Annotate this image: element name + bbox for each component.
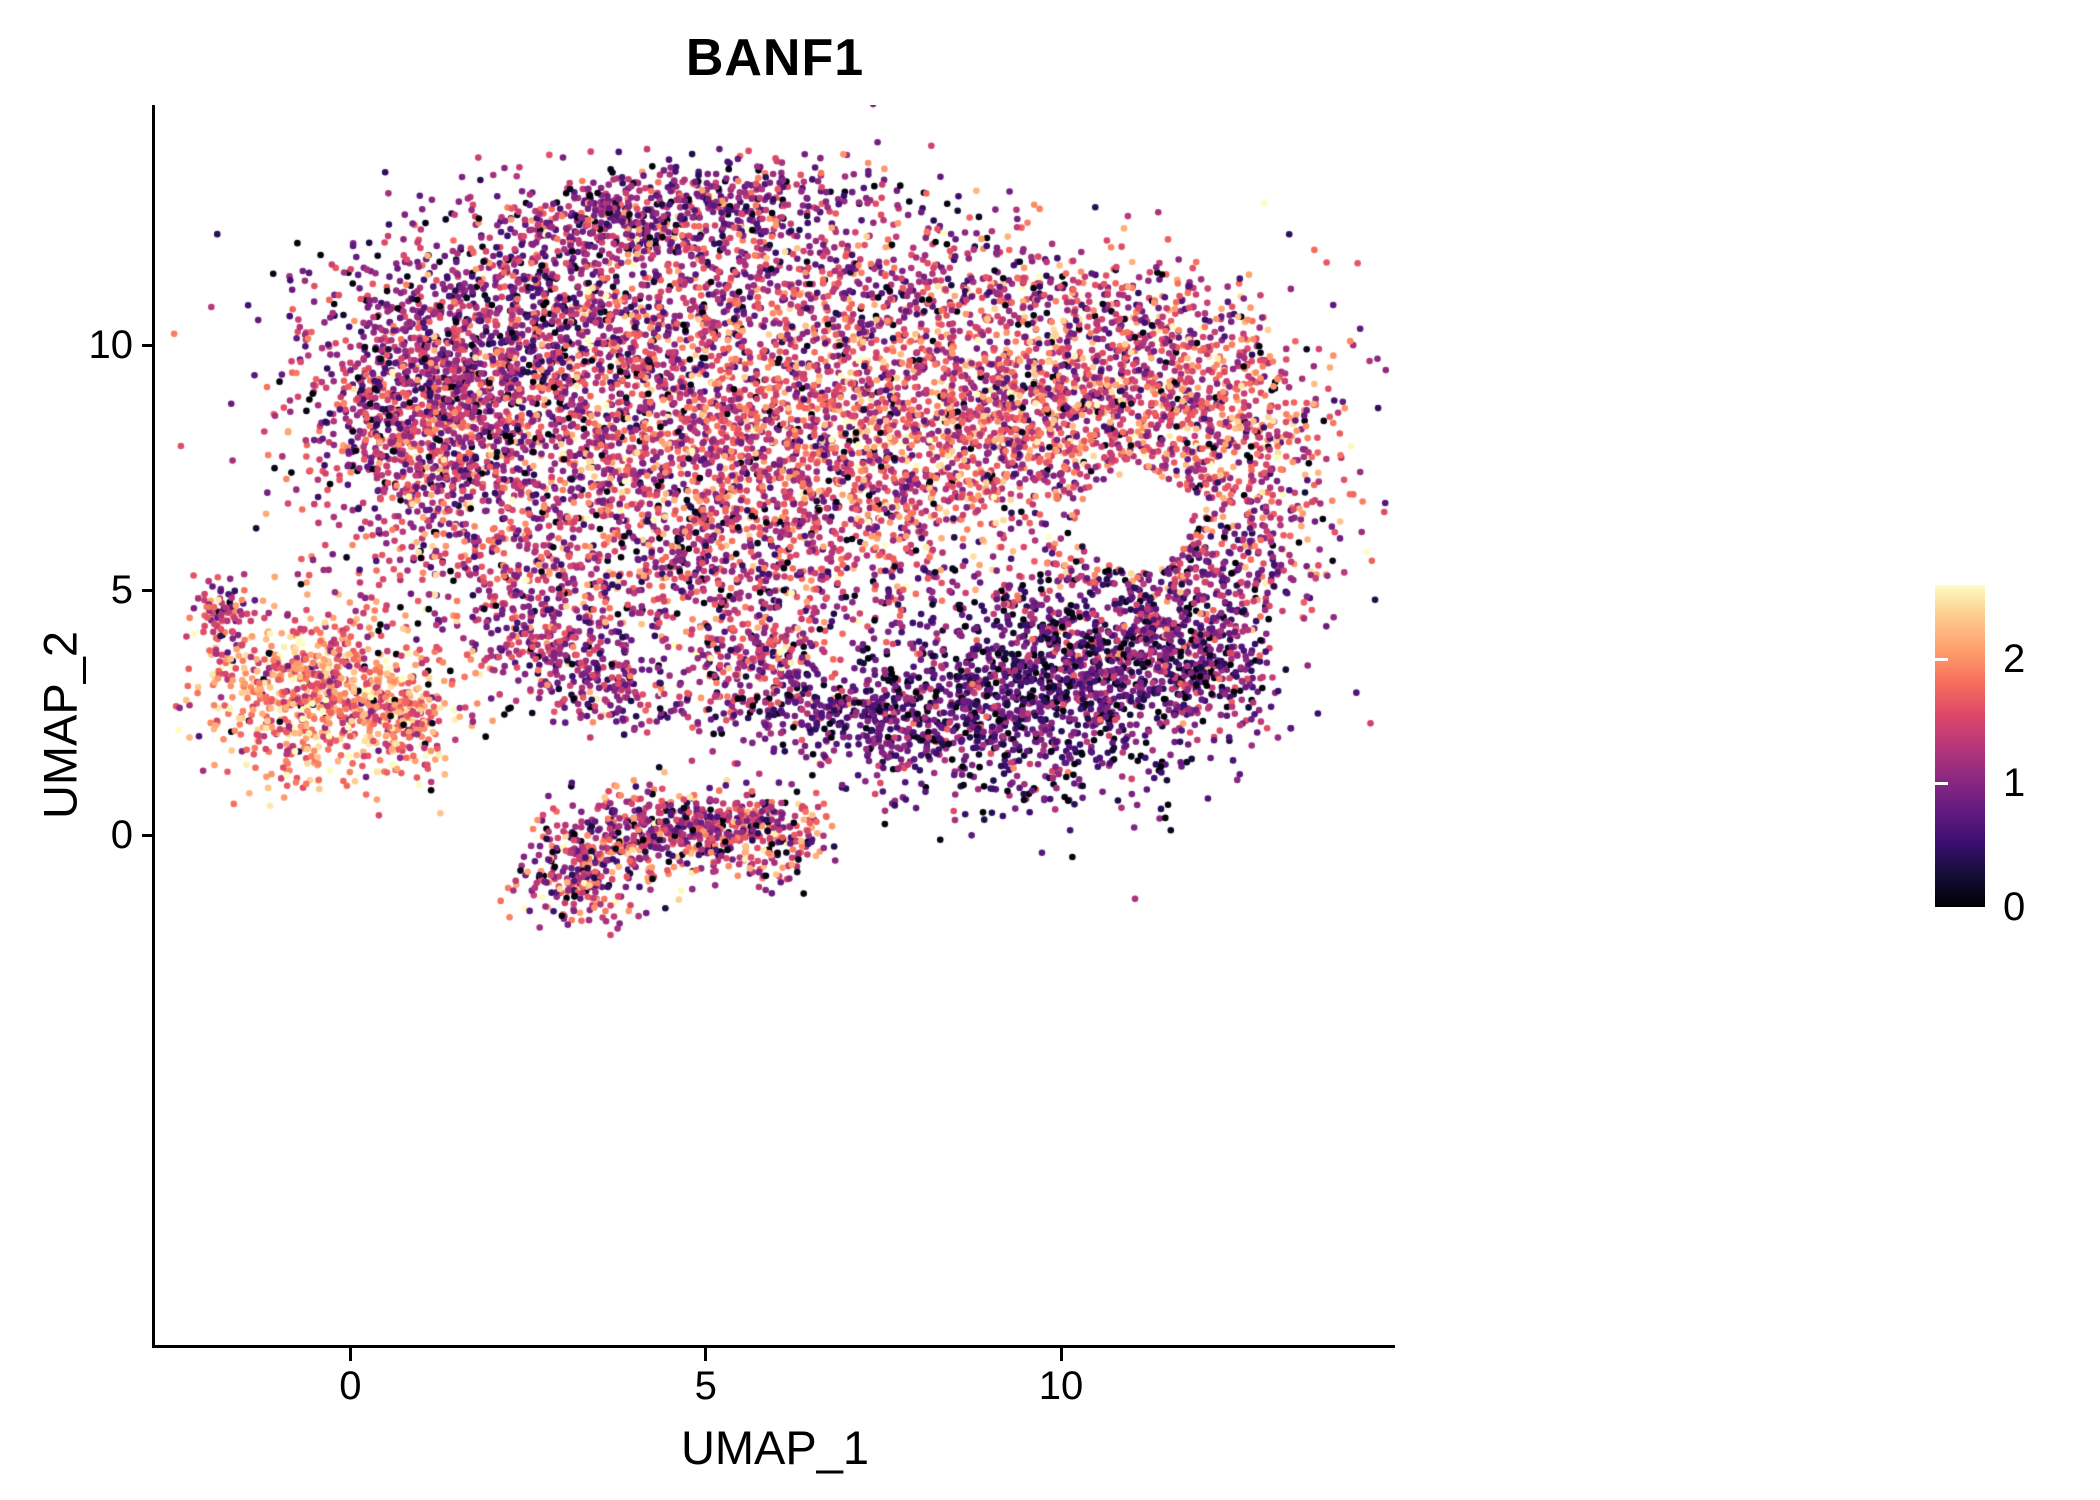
colorbar-tick-label: 1 (2003, 761, 2026, 806)
colorbar-tick-label: 0 (2003, 885, 2026, 929)
colorbar-tick-label: 2 (2003, 637, 2026, 682)
y-tick-label: 0 (110, 813, 133, 858)
plot-panel (155, 105, 1395, 1345)
y-tick-label: 10 (88, 323, 134, 368)
y-tick-mark (142, 588, 155, 592)
x-tick-mark (704, 1348, 708, 1361)
scatter-points-canvas (155, 105, 1395, 1345)
colorbar-gradient (1935, 585, 1985, 907)
x-tick-label: 5 (694, 1364, 717, 1408)
plot-title: BANF1 (685, 29, 865, 87)
y-tick-mark (142, 343, 155, 347)
colorbar-tick-mark (1935, 781, 1948, 785)
x-tick-mark (1059, 1348, 1063, 1361)
colorbar-tick-mark (1935, 657, 1948, 661)
y-axis-line (152, 105, 155, 1348)
x-axis-line (152, 1345, 1395, 1348)
colorbar (1935, 585, 1985, 907)
y-tick-label: 5 (110, 568, 133, 613)
y-axis-title: UMAP_2 (33, 630, 87, 820)
x-axis-title: UMAP_1 (680, 1421, 870, 1474)
x-tick-label: 0 (339, 1364, 362, 1408)
x-tick-label: 10 (1038, 1364, 1084, 1408)
y-tick-mark (142, 833, 155, 837)
x-tick-mark (348, 1348, 352, 1361)
